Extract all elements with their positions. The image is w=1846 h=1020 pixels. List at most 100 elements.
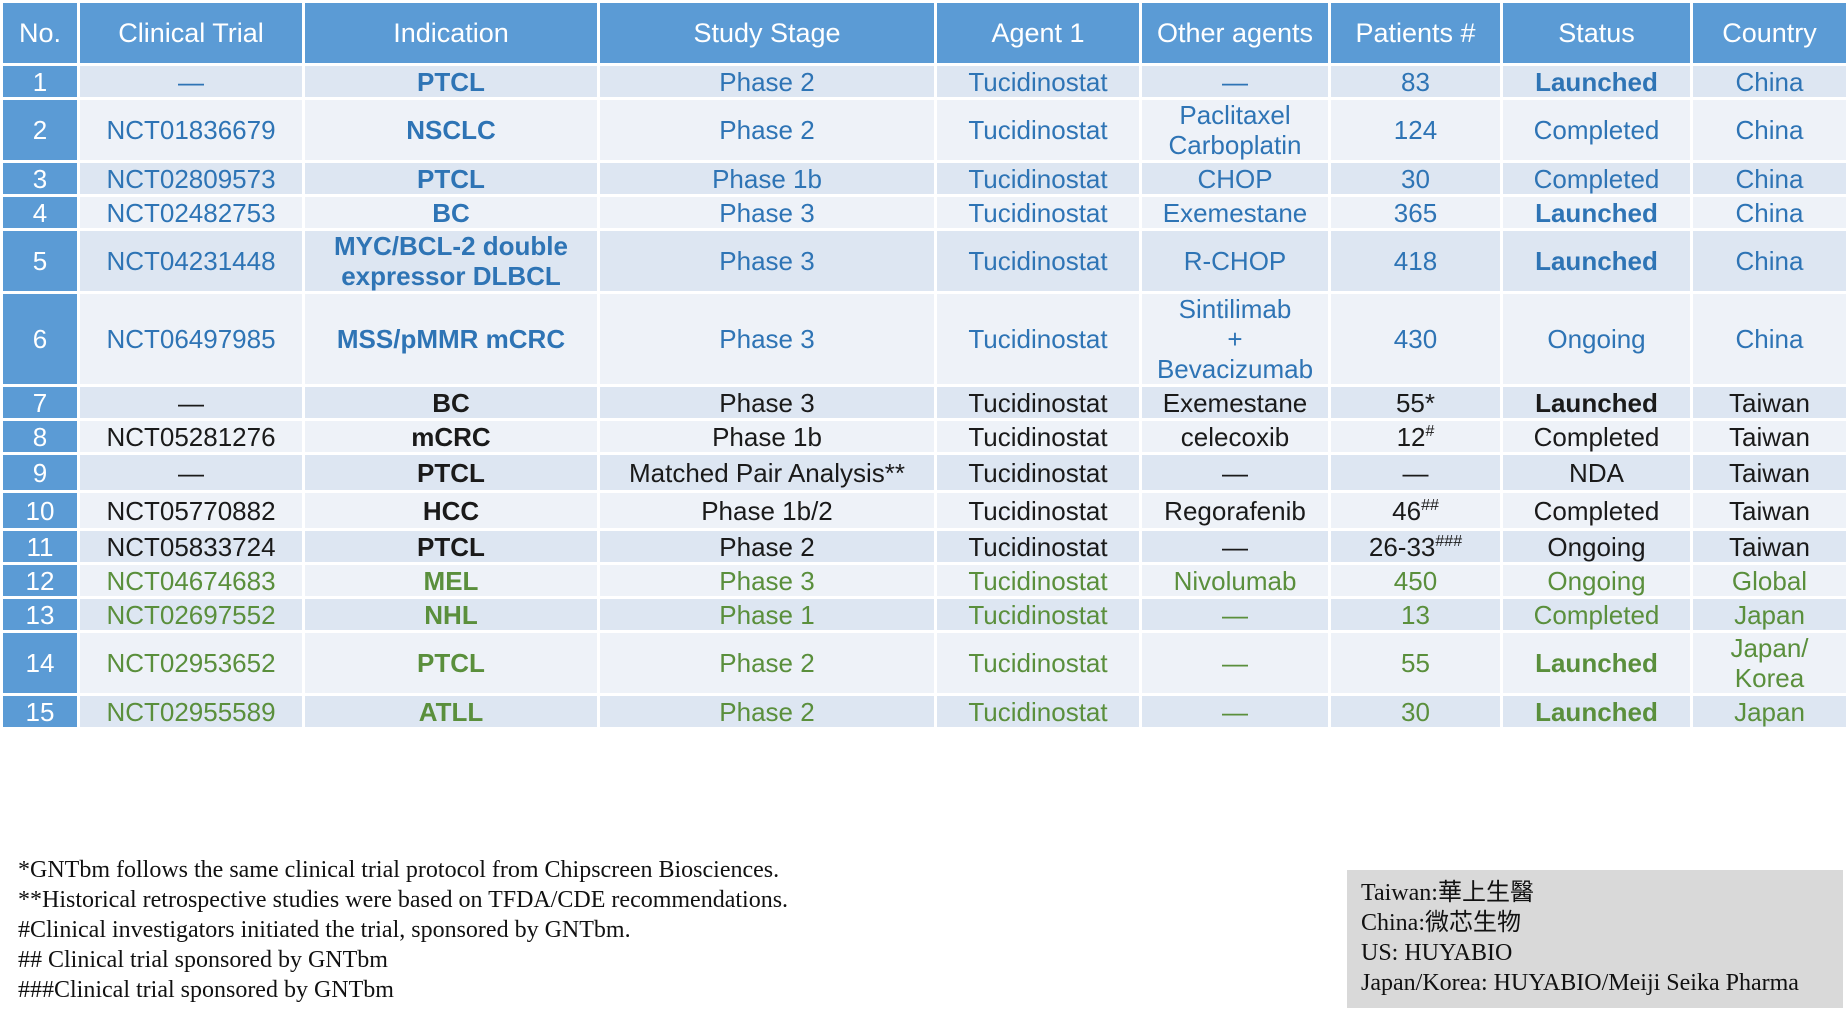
clinical-trial-cell: NCT02697552 <box>77 596 305 633</box>
footnote: ###Clinical trial sponsored by GNTbm <box>18 977 394 1003</box>
column-header-study-stage: Study Stage <box>597 0 937 66</box>
clinical-trial-cell: NCT04674683 <box>77 562 305 599</box>
table-row: 3 NCT02809573 PTCL Phase 1b Tucidinostat CHOP… <box>0 160 1846 197</box>
patients-cell: 46## <box>1328 490 1503 531</box>
table-row: 1— PTCL Phase 2 Tucidinostat —83 Launched Chin… <box>0 63 1846 100</box>
agent-cell: Tucidinostat <box>934 693 1142 730</box>
clinical-trial-cell: — <box>77 452 305 493</box>
country-cell: Taiwan <box>1690 384 1846 421</box>
other-agents-cell: Nivolumab <box>1139 562 1331 599</box>
column-header-indication: Indication <box>302 0 600 66</box>
status-cell: Completed <box>1500 490 1693 531</box>
row-number: 14 <box>0 630 80 696</box>
study-stage-cell: Matched Pair Analysis** <box>597 452 937 493</box>
country-cell: Taiwan <box>1690 418 1846 455</box>
column-header-no: No. <box>0 0 80 66</box>
indication-cell: BC <box>302 384 600 421</box>
row-number: 11 <box>0 528 80 565</box>
table-row: 12 NCT04674683 MEL Phase 3 Tucidinostat Nivol… <box>0 562 1846 599</box>
patients-cell: 26-33### <box>1328 528 1503 565</box>
other-agents-cell: Paclitaxel Carboplatin <box>1139 97 1331 163</box>
study-stage-cell: Phase 1 <box>597 596 937 633</box>
status-cell: Launched <box>1500 228 1693 294</box>
patients-footnote-mark: # <box>1425 422 1435 440</box>
status-cell: Launched <box>1500 693 1693 730</box>
column-header-status: Status <box>1500 0 1693 66</box>
footnote: ## Clinical trial sponsored by GNTbm <box>18 947 388 973</box>
country-cell: China <box>1690 63 1846 100</box>
sponsor-legend-box: Taiwan:華上生醫 China:微芯生物 US: HUYABIO Japan… <box>1347 870 1843 1008</box>
other-agents-cell: — <box>1139 528 1331 565</box>
sponsor-line: Taiwan:華上生醫 <box>1361 880 1534 906</box>
patients-cell: 83 <box>1328 63 1503 100</box>
patients-cell: 55* <box>1328 384 1503 421</box>
other-agents-cell: — <box>1139 452 1331 493</box>
other-agents-cell: — <box>1139 630 1331 696</box>
patients-cell: 30 <box>1328 160 1503 197</box>
indication-cell: mCRC <box>302 418 600 455</box>
row-number: 7 <box>0 384 80 421</box>
indication-cell: NSCLC <box>302 97 600 163</box>
country-cell: Japan <box>1690 693 1846 730</box>
clinical-trial-cell: NCT06497985 <box>77 291 305 387</box>
other-agents-cell: Regorafenib <box>1139 490 1331 531</box>
table-row: 6 NCT06497985 MSS/pMMR mCRC Phase 3 Tucidino… <box>0 291 1846 387</box>
agent-cell: Tucidinostat <box>934 384 1142 421</box>
indication-cell: PTCL <box>302 63 600 100</box>
indication-cell: BC <box>302 194 600 231</box>
study-stage-cell: Phase 2 <box>597 630 937 696</box>
column-header-patients: Patients # <box>1328 0 1503 66</box>
status-cell: Launched <box>1500 63 1693 100</box>
country-cell: Taiwan <box>1690 452 1846 493</box>
row-number: 8 <box>0 418 80 455</box>
status-cell: Completed <box>1500 160 1693 197</box>
agent-cell: Tucidinostat <box>934 596 1142 633</box>
patients-value: 55 <box>1401 648 1430 678</box>
patients-cell: 124 <box>1328 97 1503 163</box>
patients-cell: 365 <box>1328 194 1503 231</box>
table-row: 10 NCT05770882 HCC Phase 1b/2 Tucidinostat Re… <box>0 490 1846 531</box>
agent-cell: Tucidinostat <box>934 160 1142 197</box>
study-stage-cell: Phase 2 <box>597 693 937 730</box>
table-row: 11 NCT05833724 PTCL Phase 2 Tucidinostat —26-… <box>0 528 1846 565</box>
patients-value: 124 <box>1393 115 1438 145</box>
patients-cell: 418 <box>1328 228 1503 294</box>
status-cell: Ongoing <box>1500 528 1693 565</box>
patients-value: 12 <box>1396 421 1426 452</box>
country-cell: Taiwan <box>1690 528 1846 565</box>
country-cell: Global <box>1690 562 1846 599</box>
agent-cell: Tucidinostat <box>934 228 1142 294</box>
study-stage-cell: Phase 2 <box>597 63 937 100</box>
clinical-trial-cell: NCT05281276 <box>77 418 305 455</box>
clinical-trial-cell: — <box>77 63 305 100</box>
table-row: 15 NCT02955589 ATLL Phase 2 Tucidinostat — 30 L… <box>0 693 1846 730</box>
status-cell: Completed <box>1500 418 1693 455</box>
patients-value: 430 <box>1393 324 1438 354</box>
status-cell: Launched <box>1500 194 1693 231</box>
patients-value: 418 <box>1393 246 1438 276</box>
indication-cell: NHL <box>302 596 600 633</box>
clinical-trial-cell: — <box>77 384 305 421</box>
agent-cell: Tucidinostat <box>934 630 1142 696</box>
country-cell: China <box>1690 194 1846 231</box>
footnote: **Historical retrospective studies were … <box>18 887 789 913</box>
indication-cell: PTCL <box>302 630 600 696</box>
patients-value: 46 <box>1392 495 1422 526</box>
country-cell: Taiwan <box>1690 490 1846 531</box>
patients-cell: 30 <box>1328 693 1503 730</box>
patients-value: 13 <box>1401 599 1430 630</box>
study-stage-cell: Phase 1b/2 <box>597 490 937 531</box>
clinical-trial-cell: NCT02953652 <box>77 630 305 696</box>
table-row: 14 NCT02953652 PTCL Phase 2 Tucidinostat — 55 L… <box>0 630 1846 696</box>
status-cell: Completed <box>1500 97 1693 163</box>
agent-cell: Tucidinostat <box>934 291 1142 387</box>
other-agents-cell: — <box>1139 693 1331 730</box>
clinical-trial-cell: NCT05833724 <box>77 528 305 565</box>
study-stage-cell: Phase 3 <box>597 562 937 599</box>
patients-cell: 12# <box>1328 418 1503 455</box>
study-stage-cell: Phase 3 <box>597 228 937 294</box>
clinical-trial-cell: NCT02809573 <box>77 160 305 197</box>
patients-footnote-mark: ## <box>1421 496 1439 514</box>
country-cell: China <box>1690 228 1846 294</box>
status-cell: Ongoing <box>1500 291 1693 387</box>
